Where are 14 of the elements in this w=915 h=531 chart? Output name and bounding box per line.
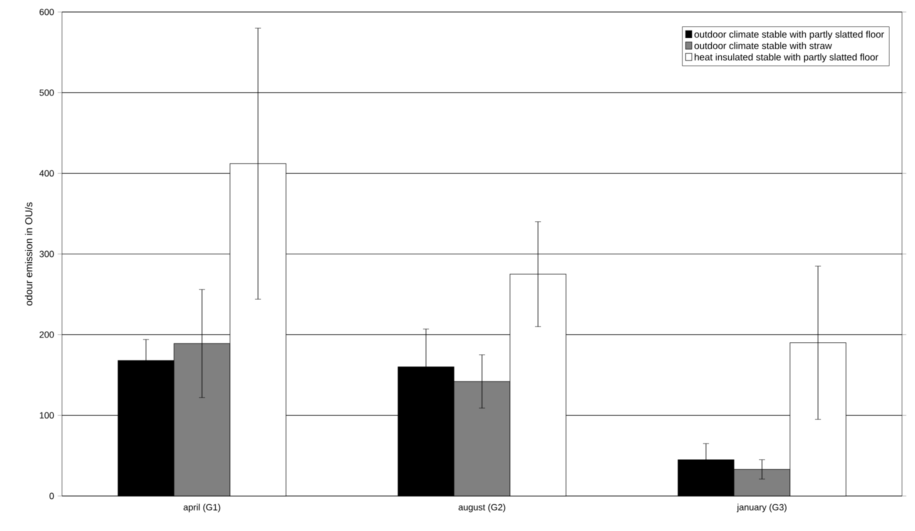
- legend-label: outdoor climate stable with partly slatted floor: [694, 30, 884, 40]
- y-tick-label: 400: [39, 170, 54, 177]
- y-tick-label: 200: [40, 331, 54, 338]
- x-tick-label: january (G3): [736, 504, 786, 512]
- y-tick-label: 500: [40, 89, 54, 96]
- y-axis-title: odour emission in OU/s: [24, 202, 32, 306]
- y-tick-label: 600: [40, 8, 54, 16]
- y-tick-label: 300: [40, 250, 54, 258]
- legend-label: outdoor climate stable with straw: [694, 42, 832, 50]
- legend-label: heat insulated stable with partly slatted floor: [694, 53, 878, 62]
- y-tick-label: 0: [50, 492, 54, 500]
- x-tick-label: august (G2): [458, 504, 506, 512]
- y-tick-label: 100: [40, 412, 54, 419]
- x-tick-label: april (G1): [184, 504, 220, 512]
